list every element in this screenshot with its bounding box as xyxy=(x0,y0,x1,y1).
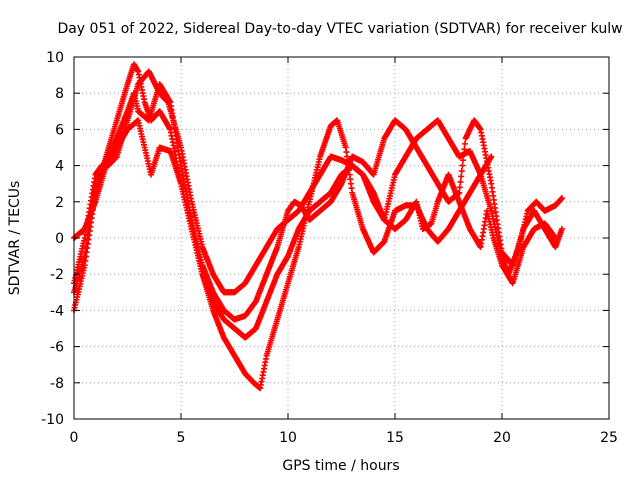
x-tick-label: 20 xyxy=(493,430,511,446)
data-points xyxy=(71,61,565,392)
y-tick-label: 8 xyxy=(55,86,64,102)
data-point xyxy=(488,153,495,160)
y-tick-label: 4 xyxy=(55,159,64,175)
data-point xyxy=(461,140,468,147)
x-tick-label: 10 xyxy=(279,430,297,446)
axis-ticks: 0 5 10 15 20 25 -10 -8 -6 -4 -2 0 2 4 6 8 10 xyxy=(41,50,618,446)
data-point xyxy=(456,184,463,191)
y-tick-label: 10 xyxy=(46,50,64,66)
y-tick-label: -2 xyxy=(50,267,64,283)
x-tick-label: 15 xyxy=(386,430,404,446)
y-tick-label: -4 xyxy=(50,303,64,319)
data-point xyxy=(460,157,467,164)
x-tick-label: 25 xyxy=(600,430,618,446)
grid xyxy=(74,57,609,419)
x-axis-label: GPS time / hours xyxy=(282,458,399,474)
data-point xyxy=(459,162,466,169)
chart-title: Day 051 of 2022, Sidereal Day-to-day VTE… xyxy=(57,21,622,37)
y-tick-label: 6 xyxy=(55,122,64,138)
series-track-4 xyxy=(71,117,559,341)
data-point xyxy=(558,195,565,202)
y-tick-label: 2 xyxy=(55,195,64,211)
data-point xyxy=(458,173,465,180)
y-tick-label: -10 xyxy=(41,412,64,428)
data-point xyxy=(458,168,465,175)
data-point xyxy=(457,178,464,185)
y-axis-label: SDTVAR / TECUs xyxy=(7,181,23,296)
data-point xyxy=(552,235,559,241)
x-tick-label: 0 xyxy=(70,430,79,446)
y-tick-label: -8 xyxy=(50,376,64,392)
x-tick-label: 5 xyxy=(177,430,186,446)
data-point xyxy=(558,225,565,232)
y-tick-label: 0 xyxy=(55,231,64,247)
y-tick-label: -6 xyxy=(50,340,64,356)
